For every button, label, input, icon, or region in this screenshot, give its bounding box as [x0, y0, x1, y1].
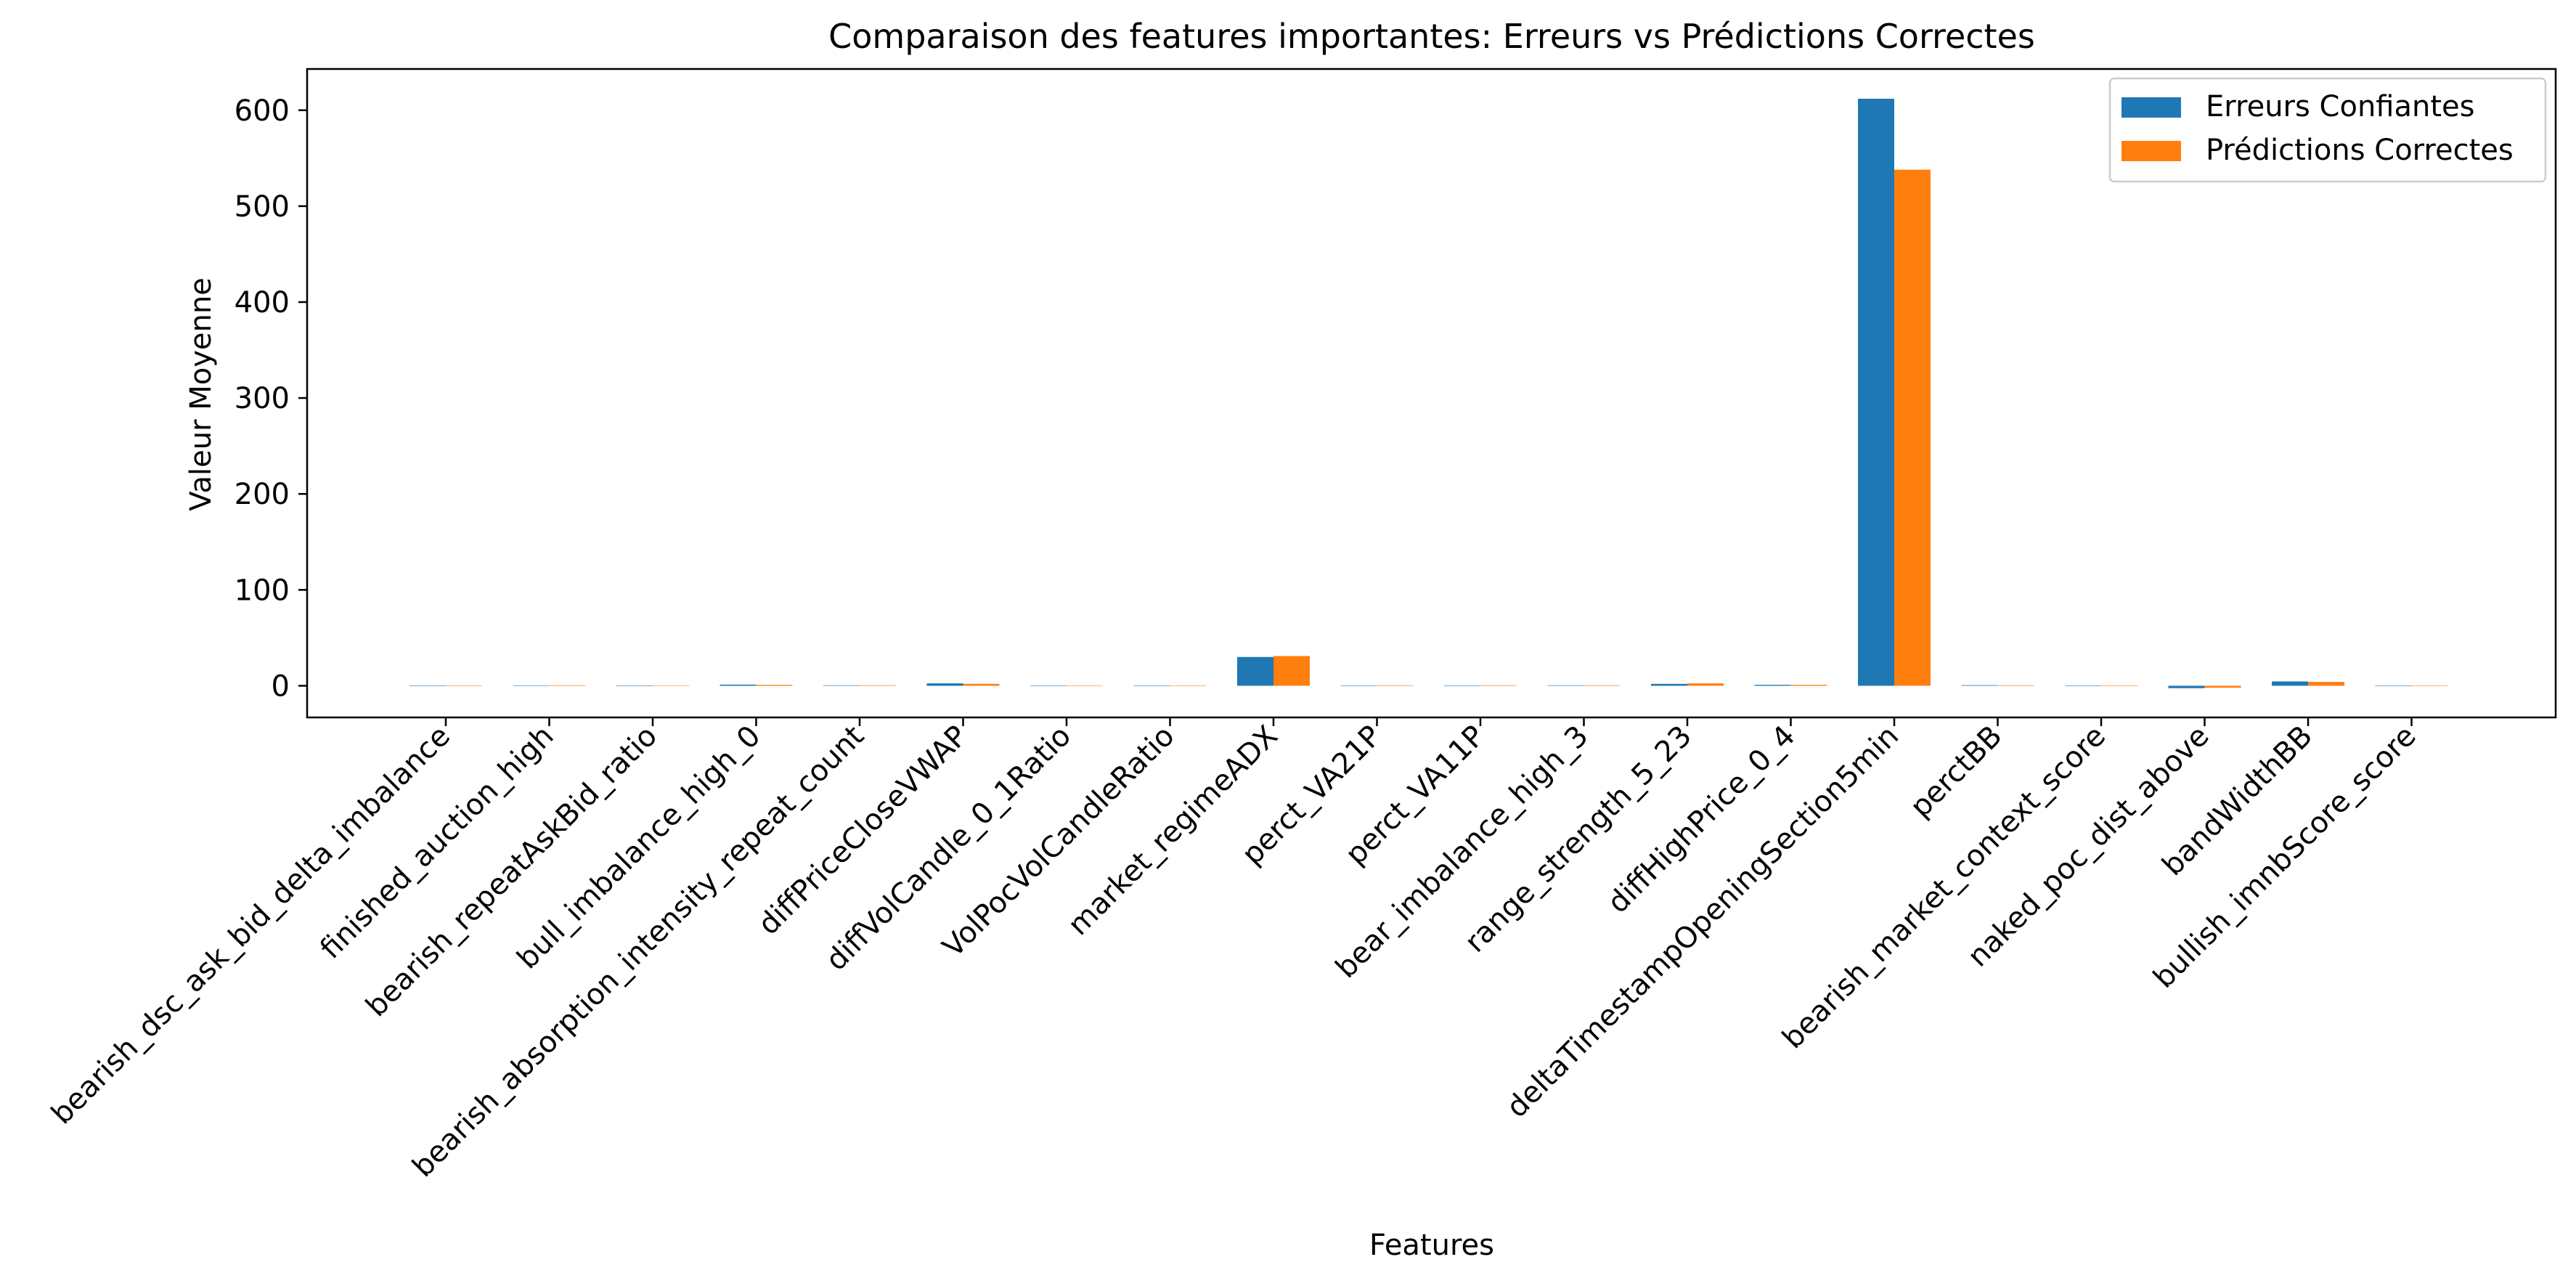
- bar-erreurs-5: [926, 683, 963, 686]
- bar-predictions-17: [2204, 685, 2241, 688]
- bar-predictions-16: [2101, 685, 2137, 686]
- bar-erreurs-18: [2272, 681, 2308, 686]
- bar-erreurs-9: [1340, 685, 1377, 686]
- bar-erreurs-19: [2375, 685, 2412, 686]
- y-tick-label: 200: [235, 478, 290, 511]
- bar-predictions-9: [1377, 685, 1414, 686]
- bar-erreurs-11: [1547, 685, 1584, 686]
- bar-erreurs-12: [1651, 683, 1687, 686]
- y-tick-label: 400: [235, 286, 290, 320]
- bar-predictions-12: [1687, 683, 1724, 686]
- bar-predictions-14: [1894, 169, 1931, 686]
- bar-erreurs-14: [1858, 98, 1894, 686]
- bar-erreurs-15: [1961, 685, 1998, 686]
- bar-erreurs-4: [823, 685, 860, 686]
- bar-predictions-19: [2411, 685, 2448, 686]
- bar-predictions-15: [1997, 685, 2034, 686]
- x-axis-label: Features: [1369, 1229, 1494, 1262]
- bar-predictions-5: [963, 683, 1000, 686]
- bar-predictions-11: [1583, 685, 1621, 686]
- bar-predictions-18: [2308, 682, 2344, 686]
- bar-predictions-2: [653, 685, 689, 686]
- bar-erreurs-0: [409, 685, 446, 686]
- bar-erreurs-7: [1133, 685, 1170, 686]
- y-axis-label: Valeur Moyenne: [184, 277, 218, 511]
- bars-layer: [409, 98, 2448, 688]
- bar-predictions-7: [1170, 685, 1207, 686]
- legend-swatch: [2121, 141, 2181, 161]
- y-tick-label: 100: [235, 574, 290, 607]
- chart-title: Comparaison des features importantes: Er…: [828, 17, 2035, 56]
- y-tick-label: 300: [235, 382, 290, 415]
- bar-erreurs-17: [2168, 685, 2205, 688]
- plot-frame: [306, 68, 2557, 719]
- bar-erreurs-1: [513, 685, 550, 686]
- bar-erreurs-16: [2065, 685, 2101, 686]
- legend-label: Prédictions Correctes: [2206, 134, 2514, 167]
- legend-box: [2108, 77, 2547, 183]
- bar-predictions-10: [1480, 685, 1517, 686]
- y-tick-label: 500: [235, 190, 290, 224]
- bar-erreurs-3: [720, 684, 757, 686]
- bar-erreurs-6: [1030, 685, 1067, 686]
- y-axis: 0 100 200 300 400 500 600: [235, 94, 307, 703]
- y-tick-label: 0: [272, 670, 290, 703]
- legend-label: Erreurs Confiantes: [2206, 90, 2475, 123]
- legend: Erreurs Confiantes Prédictions Correctes: [2108, 77, 2547, 183]
- bar-predictions-8: [1273, 656, 1310, 686]
- bar-predictions-6: [1067, 685, 1103, 686]
- bar-predictions-4: [860, 685, 896, 686]
- bar-predictions-0: [446, 685, 482, 686]
- bar-erreurs-8: [1237, 656, 1273, 686]
- bar-predictions-1: [549, 685, 586, 686]
- bar-erreurs-2: [616, 685, 653, 686]
- bar-erreurs-10: [1444, 685, 1480, 686]
- legend-swatch: [2121, 97, 2181, 118]
- y-tick-label: 600: [235, 94, 290, 128]
